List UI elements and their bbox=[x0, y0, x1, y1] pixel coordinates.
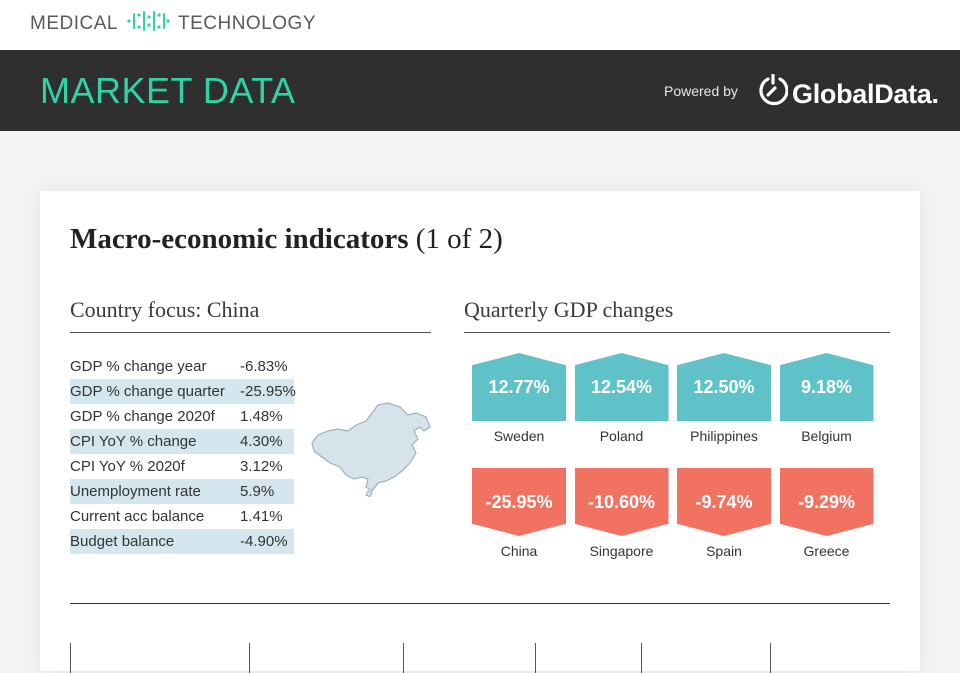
gdp-tile-spain: -9.74% Spain bbox=[677, 468, 771, 559]
indicator-value: 5.9% bbox=[240, 483, 275, 500]
column-divider bbox=[70, 643, 71, 673]
indicator-name: Unemployment rate bbox=[70, 483, 201, 500]
market-data-banner: MARKET DATA Powered by GlobalData. bbox=[0, 50, 960, 131]
column-divider bbox=[403, 643, 404, 673]
card-title: Macro-economic indicators (1 of 2) bbox=[70, 223, 503, 256]
gdp-change-value: 12.50% bbox=[677, 353, 771, 421]
indicator-name: Current acc balance bbox=[70, 508, 205, 525]
indicator-name: Budget balance bbox=[70, 533, 175, 550]
column-divider bbox=[249, 643, 250, 673]
indicator-row: Current acc balance 1.41% bbox=[70, 504, 294, 529]
gdp-country-label: China bbox=[500, 543, 538, 559]
medical-technology-logo[interactable]: MEDICAL TECHNOLOGY bbox=[30, 10, 316, 38]
gdp-change-value: -9.29% bbox=[779, 468, 874, 536]
powered-by-label: Powered by bbox=[664, 83, 738, 99]
indicator-name: GDP % change year bbox=[70, 358, 207, 375]
indicator-name: GDP % change quarter bbox=[70, 383, 225, 400]
gdp-change-value: 9.18% bbox=[779, 353, 874, 421]
indicator-name: CPI YoY % change bbox=[70, 433, 197, 450]
gdp-country-label: Philippines bbox=[690, 428, 758, 444]
gdp-tile-sweden: 12.77% Sweden bbox=[472, 353, 566, 444]
indicator-row: Budget balance -4.90% bbox=[70, 529, 294, 554]
indicator-row: GDP % change 2020f 1.48% bbox=[70, 404, 294, 429]
globaldata-wordmark: GlobalData. bbox=[792, 79, 939, 109]
card-title-page: (1 of 2) bbox=[415, 223, 503, 255]
banner-title: MARKET DATA bbox=[40, 70, 296, 111]
column-divider bbox=[535, 643, 536, 673]
indicator-value: -6.83% bbox=[240, 358, 288, 375]
logo-text-right: TECHNOLOGY bbox=[177, 13, 316, 34]
globaldata-mark-icon bbox=[758, 73, 789, 115]
gdp-country-label: Greece bbox=[803, 543, 850, 559]
bottom-divider bbox=[70, 603, 890, 604]
macro-indicators-card: Macro-economic indicators (1 of 2) Count… bbox=[40, 191, 920, 673]
gdp-tile-china: -25.95% China bbox=[472, 468, 566, 559]
gdp-tile-philippines: 12.50% Philippines bbox=[677, 353, 771, 444]
gdp-change-value: -9.74% bbox=[677, 468, 771, 536]
logo-text-left: MEDICAL bbox=[30, 13, 118, 34]
quarterly-gdp-divider bbox=[464, 332, 890, 333]
indicator-name: GDP % change 2020f bbox=[70, 408, 215, 425]
card-title-main: Macro-economic indicators bbox=[70, 223, 409, 255]
next-table-header-strip bbox=[70, 643, 890, 673]
indicator-value: 1.48% bbox=[240, 408, 283, 425]
quarterly-gdp-heading: Quarterly GDP changes bbox=[464, 297, 674, 322]
indicator-value: -4.90% bbox=[240, 533, 288, 550]
gdp-change-value: -25.95% bbox=[472, 468, 566, 536]
gdp-country-label: Poland bbox=[599, 428, 644, 444]
gdp-change-value: 12.77% bbox=[472, 353, 566, 421]
indicator-name: CPI YoY % 2020f bbox=[70, 458, 185, 475]
indicator-row: GDP % change year -6.83% bbox=[70, 354, 294, 379]
gdp-country-label: Belgium bbox=[801, 428, 852, 444]
globaldata-logo[interactable]: GlobalData. bbox=[758, 73, 939, 115]
gdp-tile-poland: 12.54% Poland bbox=[574, 353, 669, 444]
top-bar: MEDICAL TECHNOLOGY bbox=[0, 0, 960, 50]
china-map-icon bbox=[310, 401, 432, 501]
dna-helix-icon bbox=[126, 9, 170, 39]
gdp-change-value: 12.54% bbox=[574, 353, 669, 421]
gdp-country-label: Singapore bbox=[589, 543, 654, 559]
gdp-tile-belgium: 9.18% Belgium bbox=[779, 353, 874, 444]
indicator-row: CPI YoY % change 4.30% bbox=[70, 429, 294, 454]
indicator-row: GDP % change quarter -25.95% bbox=[70, 379, 296, 404]
gdp-tile-singapore: -10.60% Singapore bbox=[574, 468, 669, 559]
indicator-table: GDP % change year -6.83% GDP % change quar… bbox=[70, 354, 296, 554]
indicator-value: -25.95% bbox=[240, 383, 296, 400]
gdp-change-value: -10.60% bbox=[574, 468, 669, 536]
indicator-value: 4.30% bbox=[240, 433, 283, 450]
gdp-tile-greece: -9.29% Greece bbox=[779, 468, 874, 559]
gdp-country-label: Sweden bbox=[493, 428, 545, 444]
indicator-row: Unemployment rate 5.9% bbox=[70, 479, 294, 504]
column-divider bbox=[770, 643, 771, 673]
indicator-value: 3.12% bbox=[240, 458, 283, 475]
country-focus-divider bbox=[70, 332, 431, 333]
gdp-country-label: Spain bbox=[706, 543, 742, 559]
indicator-row: CPI YoY % 2020f 3.12% bbox=[70, 454, 294, 479]
country-focus-heading: Country focus: China bbox=[70, 297, 260, 322]
column-divider bbox=[641, 643, 642, 673]
indicator-value: 1.41% bbox=[240, 508, 283, 525]
